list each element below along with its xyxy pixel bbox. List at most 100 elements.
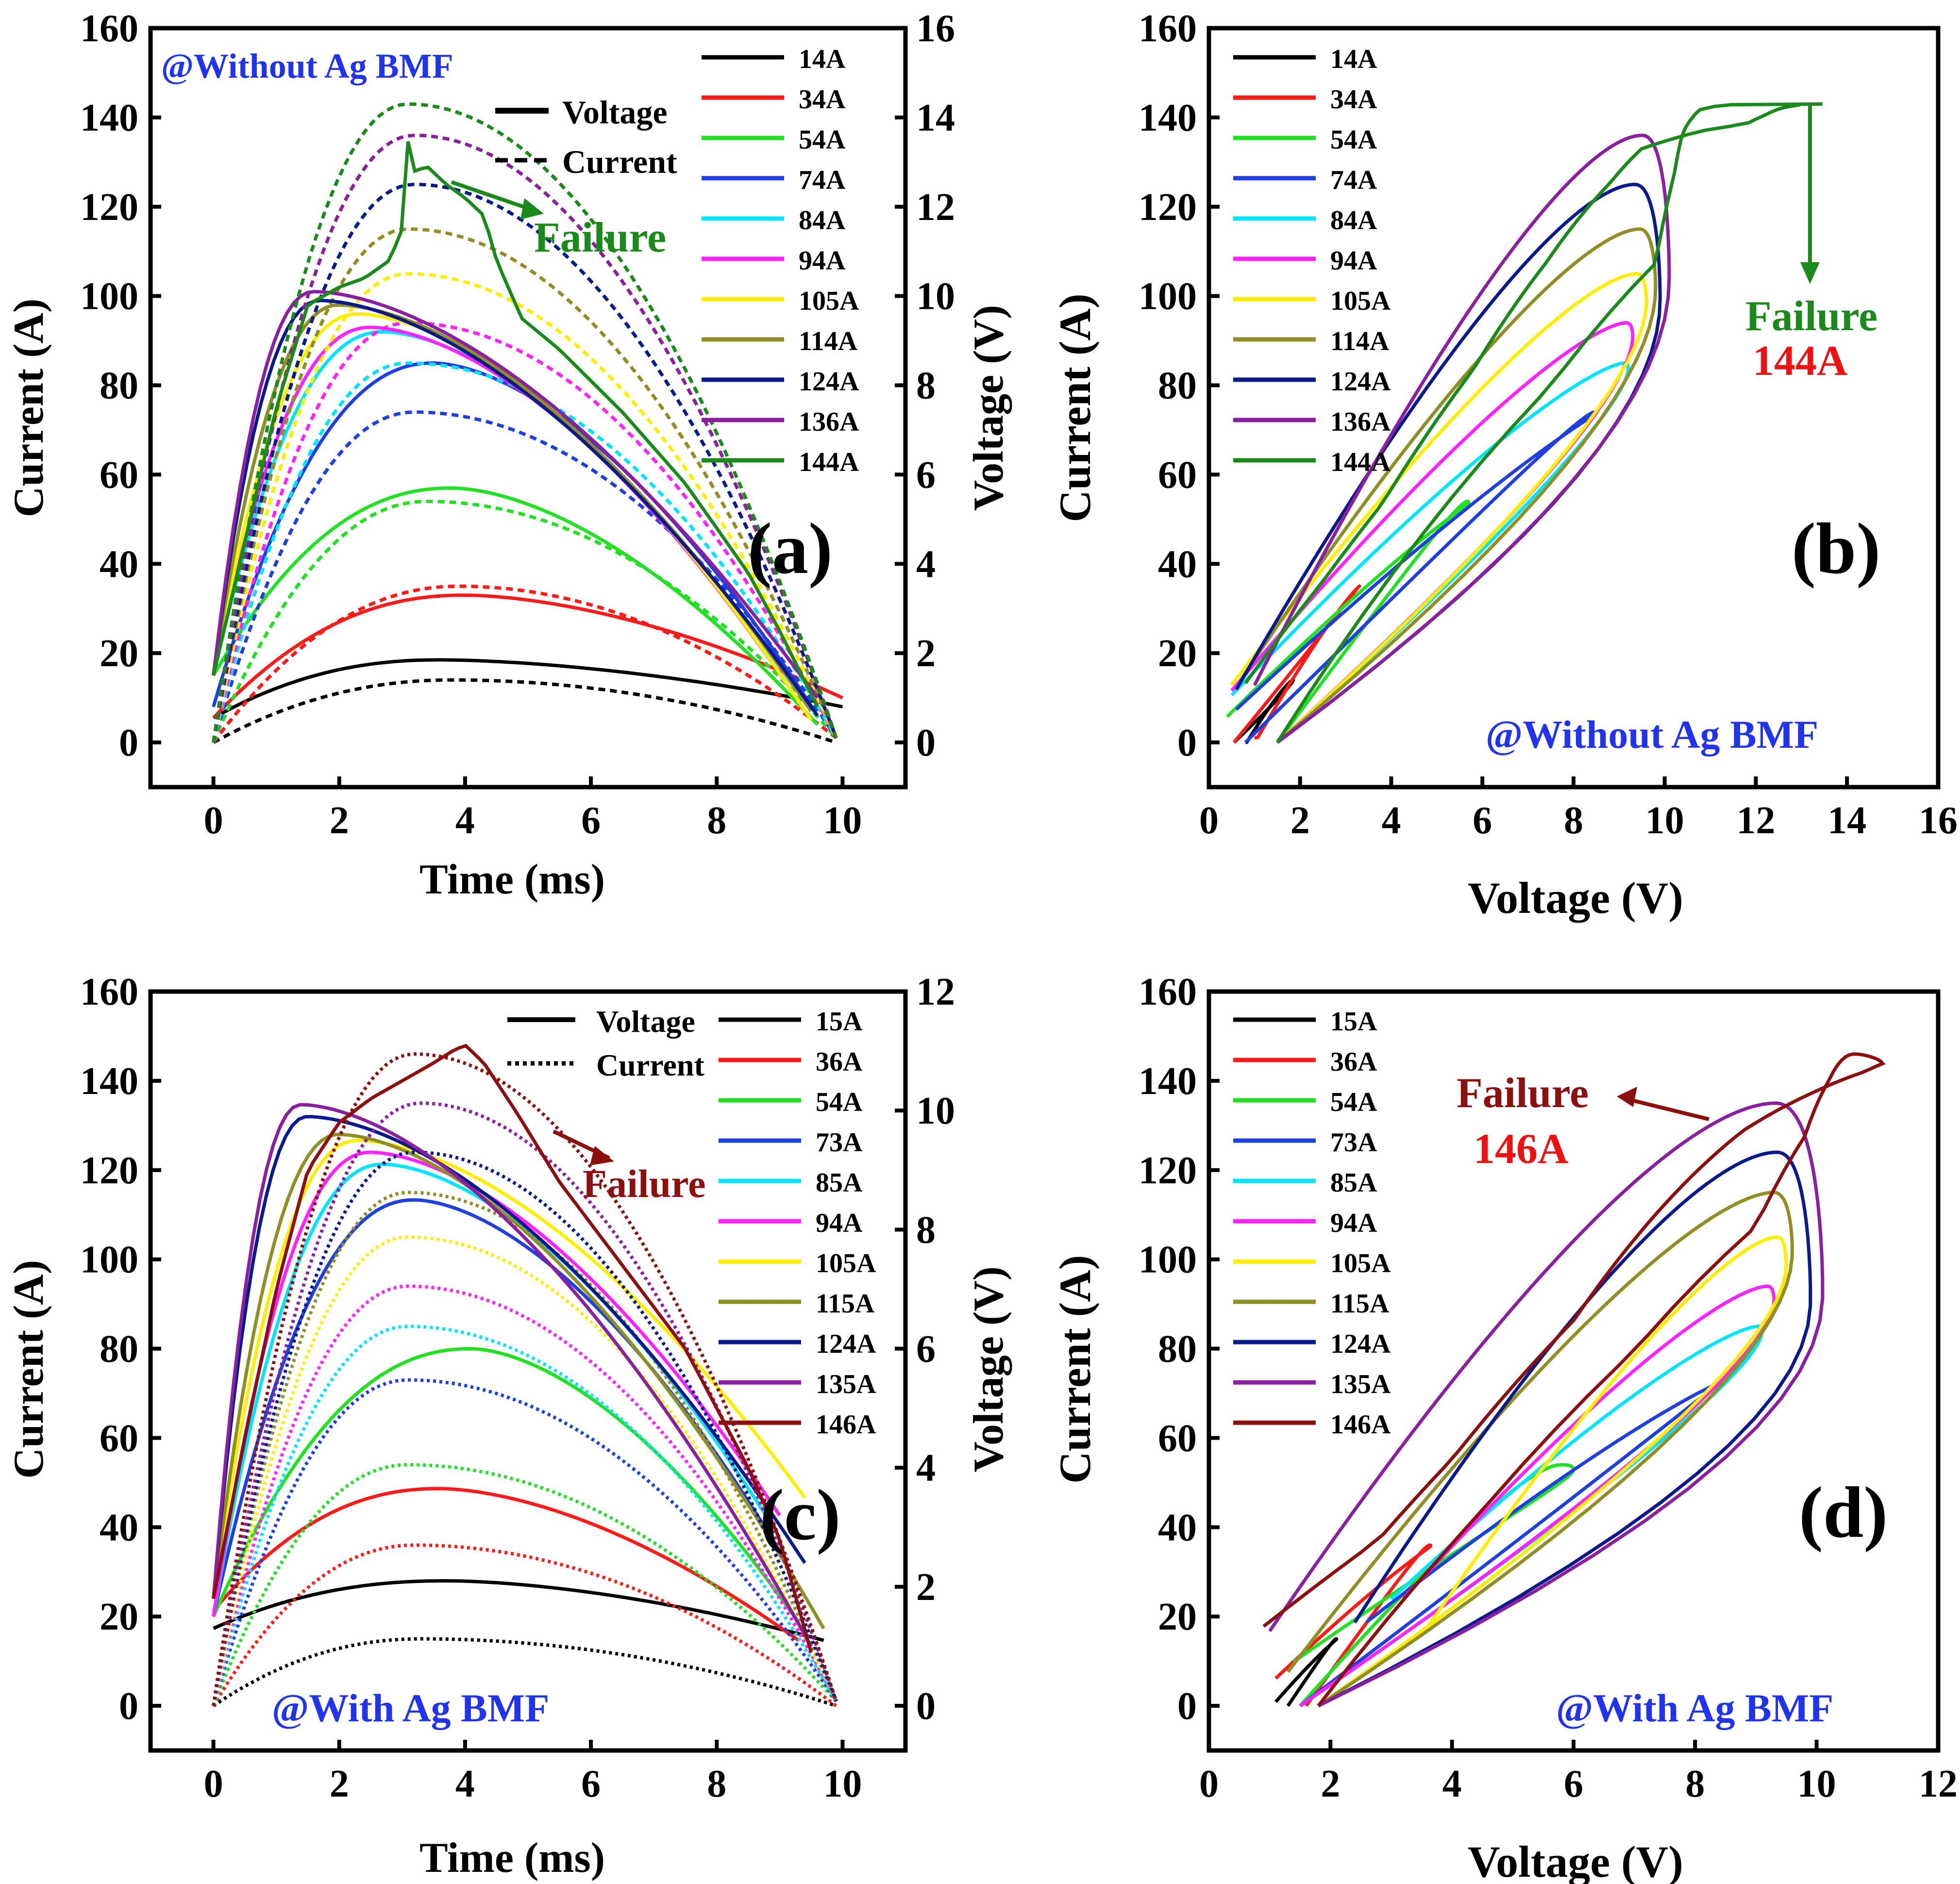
panel-c-failure-arrowhead <box>590 1146 614 1165</box>
panel-d-legend: 15A 36A 54A 73A 85A 94A 105A 115A 124A 135A 146A <box>1233 1007 1391 1440</box>
panel-c-style-legend: Voltage Current <box>507 1004 704 1082</box>
panel-d-ytick-label: 80 <box>1158 1328 1197 1371</box>
panel-a-current-74A <box>212 410 838 743</box>
panel-c-ytick-label: 0 <box>119 1685 138 1728</box>
panel-c-current-54A <box>212 1463 838 1707</box>
panel-a-voltage-14A <box>212 658 843 720</box>
panel-a: 0 2 4 6 8 10020406080100120140160024681012141… <box>5 7 1012 903</box>
panel-a-current-84A <box>212 361 838 743</box>
panel-a-plot: 0 2 4 6 8 10020406080100120140160024681012141… <box>80 7 955 842</box>
panel-c-y2tick-label: 2 <box>916 1566 936 1609</box>
panel-d-iv-146A <box>1262 1052 1886 1707</box>
panel-b-xtick-label: 10 <box>1645 799 1684 842</box>
panel-a-ytick-label: 140 <box>80 97 138 139</box>
panel-a-current-136A <box>212 134 838 743</box>
panel-c-label: (c) <box>760 1475 840 1555</box>
panel-a-xtick-label: 0 <box>204 799 223 842</box>
panel-b-ylabel: Current (A) <box>1050 294 1100 522</box>
panel-a-voltage-144A <box>212 141 819 708</box>
panel-a-current-105A <box>212 272 838 743</box>
panel-d-failure-arrow <box>1624 1096 1709 1121</box>
panel-d-ytick-label: 20 <box>1158 1596 1197 1638</box>
panel-c-y2tick-label: 8 <box>916 1209 936 1251</box>
panel-a-legend-94A: 94A <box>799 246 846 276</box>
panel-c-ytick-label: 40 <box>100 1506 138 1549</box>
panel-b-legend-84A: 84A <box>1330 205 1377 236</box>
panel-b-xtick-label: 16 <box>1919 799 1958 842</box>
panel-c-failure-label: Failure <box>583 1161 706 1206</box>
panel-a-ytick-label: 40 <box>100 543 138 586</box>
panel-b-xlabel: Voltage (V) <box>1468 873 1683 923</box>
panel-d-ylabel: Current (A) <box>1050 1255 1100 1484</box>
panel-b-legend-14A: 14A <box>1330 44 1377 74</box>
panel-c-legend-54A: 54A <box>816 1087 863 1117</box>
panel-d-iv-124A <box>1317 1150 1812 1708</box>
panel-c-current-146A <box>212 1052 838 1706</box>
panel-a-current-94A <box>212 321 838 743</box>
panel-d-legend-105A: 105A <box>1330 1248 1391 1278</box>
panel-d-xtick-label: 2 <box>1321 1763 1340 1805</box>
panel-b-iv-136A <box>1253 134 1671 744</box>
panel-b-legend-144A: 144A <box>1330 447 1391 477</box>
panel-d-xtick-label: 10 <box>1797 1763 1836 1805</box>
panel-a-y2tick-label: 12 <box>916 186 955 229</box>
panel-b-xtick-label: 6 <box>1473 799 1492 842</box>
panel-b-legend-105A: 105A <box>1330 286 1391 316</box>
panel-c-y2label: Voltage (V) <box>965 1266 1012 1472</box>
panel-c-y2tick-label: 12 <box>916 971 955 1013</box>
panel-c-current-36A <box>212 1543 838 1707</box>
panel-d-legend-15A: 15A <box>1330 1007 1377 1037</box>
panel-b-legend-54A: 54A <box>1330 125 1377 155</box>
panel-c-xtick-label: 4 <box>455 1763 475 1805</box>
panel-c-current-124A <box>212 1150 838 1706</box>
panel-b-xtick-label: 2 <box>1290 799 1310 842</box>
panel-b-legend: 14A 34A 54A 74A 84A 94A 105A 114A 124A 136A 144A <box>1233 44 1391 477</box>
panel-c-y2tick-label: 4 <box>916 1447 936 1490</box>
panel-c-legend-105A: 105A <box>816 1248 876 1278</box>
panel-a-ytick-label: 120 <box>80 186 138 229</box>
panel-a-y2label: Voltage (V) <box>965 305 1012 511</box>
panel-a-y2tick-label: 4 <box>916 543 936 586</box>
panel-c-xtick-label: 0 <box>204 1763 223 1805</box>
panel-b-xtick-label: 14 <box>1827 799 1866 842</box>
panel-d-ytick-label: 160 <box>1139 971 1197 1013</box>
panel-d-xtick-label: 12 <box>1919 1763 1958 1805</box>
panel-c-current-73A <box>212 1378 838 1707</box>
panel-c-legend: 15A 36A 54A 73A 85A 94A 105A 115A 124A 135A 146A <box>719 1007 876 1440</box>
panel-a-legend-136A: 136A <box>799 407 859 437</box>
panel-a-legend-144A: 144A <box>799 447 859 477</box>
panel-a-y2tick-label: 0 <box>916 722 936 764</box>
panel-c-voltage-94A <box>212 1150 781 1617</box>
panel-a-y2tick-label: 2 <box>916 632 936 675</box>
panel-d-condition-label: @With Ag BMF <box>1556 1686 1833 1730</box>
panel-b-legend-124A: 124A <box>1330 367 1391 397</box>
panel-a-y2tick-label: 10 <box>916 275 955 318</box>
panel-c-legend-15A: 15A <box>816 1007 863 1037</box>
panel-b-ytick-label: 60 <box>1158 454 1197 496</box>
panel-b-legend-114A: 114A <box>1330 326 1390 356</box>
panel-d-frame <box>1206 989 1941 1753</box>
panel-d-iv-105A <box>1317 1235 1788 1707</box>
panel-c-legend-85A: 85A <box>816 1168 863 1198</box>
panel-c-voltage-146A <box>212 1043 813 1653</box>
panel-a-xtick-label: 10 <box>823 799 862 842</box>
panel-c-ytick-label: 100 <box>80 1239 138 1281</box>
panel-a-legend: 14A 34A 54A 74A 84A 94A 105A 114A 124A 136A 144A <box>702 44 859 477</box>
panel-d-ytick-label: 60 <box>1158 1417 1197 1460</box>
panel-c-xtick-label: 10 <box>823 1763 862 1805</box>
panel-b-ytick-label: 160 <box>1139 7 1197 50</box>
panel-a-y2tick-label: 6 <box>916 454 936 496</box>
panel-b-condition-label: @Without Ag BMF <box>1486 712 1818 757</box>
panel-a-style-legend-current: Current <box>562 143 677 180</box>
panel-b-failure-current: 144A <box>1753 337 1848 385</box>
panel-d-xlabel: Voltage (V) <box>1468 1837 1683 1884</box>
panel-c-current-115A <box>212 1191 838 1706</box>
panel-a-ylabel: Current (A) <box>5 299 52 517</box>
panel-c-current-15A <box>212 1637 837 1708</box>
panel-a-current-124A <box>212 183 838 743</box>
